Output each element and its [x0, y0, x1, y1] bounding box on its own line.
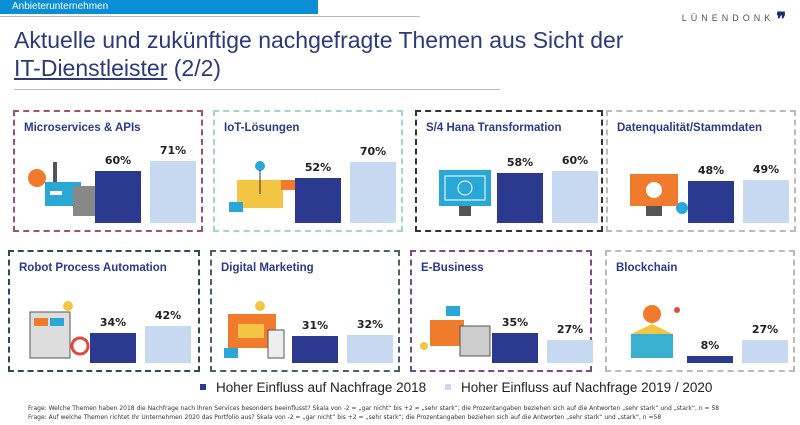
bar-2019-2020 [742, 339, 788, 363]
panel-e-business: E-Business 35% 27% [410, 250, 593, 372]
bar-2019-2020 [145, 326, 191, 363]
legend-label: Hoher Einfluss auf Nachfrage 2018 [216, 380, 427, 395]
bar-2019-2020 [743, 180, 789, 223]
legend-label: Hoher Einfluss auf Nachfrage 2019 / 2020 [461, 380, 713, 395]
blueprint-monitor-icon [425, 156, 499, 222]
panel-microservices-apis: Microservices & APIs 60% 71% [13, 110, 203, 232]
logo: LÜNENDONK ❞ [681, 5, 786, 29]
section-banner: Anbieterunternehmen [0, 0, 318, 14]
panel-title: Robot Process Automation [19, 262, 167, 274]
legend-item-2018: Hoher Einfluss auf Nachfrage 2018 [200, 380, 426, 395]
panel-digital-marketing: Digital Marketing 31% 32% [210, 250, 400, 372]
data-label: 42% [154, 309, 182, 323]
bar-2018 [95, 170, 141, 223]
panel-title: S/4 Hana Transformation [426, 122, 562, 134]
banner-text: Anbieterunternehmen [12, 1, 109, 12]
panel-title: IoT-Lösungen [224, 122, 300, 134]
legend-item-2019-2020: Hoher Einfluss auf Nachfrage 2019 / 2020 [445, 380, 712, 395]
data-label: 71% [159, 144, 187, 158]
data-label: 52% [304, 160, 332, 174]
data-label: 31% [301, 319, 329, 333]
data-label: 32% [356, 318, 384, 332]
bar-2018 [688, 181, 734, 223]
legend-swatch [445, 384, 451, 390]
quote-mark-icon: ❞ [776, 9, 786, 29]
bar-2019-2020 [547, 339, 593, 363]
panel-datenqualit-t-stammdaten: Datenqualität/Stammdaten 48% 49% [606, 110, 796, 232]
bar-2018 [492, 332, 538, 363]
panel-title: Digital Marketing [221, 262, 314, 274]
bar-2018 [687, 356, 733, 363]
data-label: 60% [561, 153, 589, 167]
logo-text: LÜNENDONK [681, 13, 775, 23]
data-label: 34% [99, 316, 127, 330]
panel-title: E-Business [421, 262, 484, 274]
footnote-1: Frage: Welche Themen haben 2018 die Nach… [28, 405, 720, 412]
panel-title: Microservices & APIs [24, 122, 141, 134]
data-label: 27% [751, 322, 779, 336]
footnote-2: Frage: Auf welche Themen richtet Ihr Unt… [28, 414, 662, 421]
data-label: 27% [556, 322, 584, 336]
bar-2019-2020 [552, 170, 598, 223]
bar-2018 [90, 333, 136, 363]
divider [14, 89, 500, 90]
bar-2018 [295, 177, 341, 223]
data-label: 70% [359, 145, 387, 159]
idea-box-icon [615, 296, 689, 362]
legend-swatch [200, 384, 206, 390]
marketing-screen-icon [220, 296, 294, 362]
api-laptop-icon [23, 156, 97, 222]
data-label: 8% [700, 339, 720, 353]
iot-network-icon [223, 156, 297, 222]
panel-blockchain: Blockchain 8% 27% [605, 250, 795, 372]
bar-2018 [497, 172, 543, 223]
title-line1: Aktuelle und zukünftige nachgefragte The… [14, 27, 624, 53]
ebusiness-bank-icon [420, 296, 494, 362]
panel-title: Datenqualität/Stammdaten [617, 122, 763, 134]
title-suffix: (2/2) [167, 55, 222, 81]
data-label: 35% [501, 315, 529, 329]
title-link[interactable]: IT-Dienstleister [14, 55, 168, 81]
data-label: 58% [506, 155, 534, 169]
panel-s-4-hana-transformation: S/4 Hana Transformation 58% 60% [415, 110, 603, 232]
automation-dashboard-icon [18, 296, 92, 362]
divider [0, 16, 420, 17]
data-label: 48% [697, 164, 725, 178]
data-robot-icon [616, 156, 690, 222]
bar-2019-2020 [350, 162, 396, 223]
panel-robot-process-automation: Robot Process Automation 34% 42% [8, 250, 200, 372]
data-label: 60% [104, 153, 132, 167]
bar-2019-2020 [150, 161, 196, 223]
panel-iot-l-sungen: IoT-Lösungen 52% 70% [213, 110, 403, 232]
bar-2019-2020 [347, 335, 393, 363]
bar-2018 [292, 336, 338, 363]
panel-title: Blockchain [616, 262, 678, 274]
data-label: 49% [752, 163, 780, 177]
page-title: Aktuelle und zukünftige nachgefragte The… [14, 26, 623, 82]
